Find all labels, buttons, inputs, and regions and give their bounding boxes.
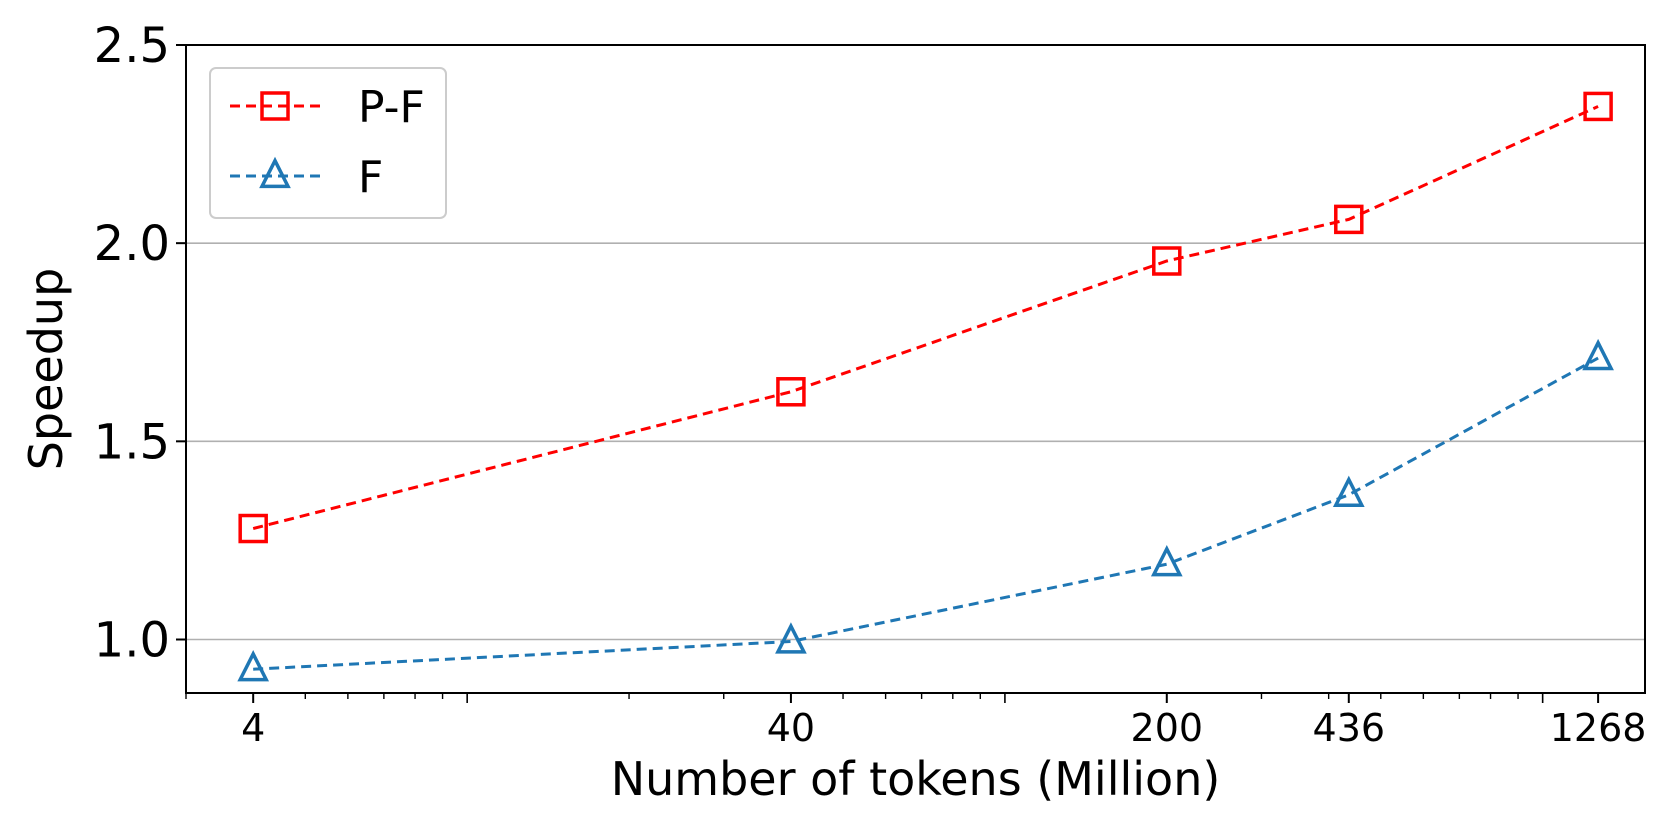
series-layer	[237, 91, 1614, 682]
data-point	[1332, 475, 1365, 507]
legend-label: P-F	[358, 82, 425, 133]
x-tick-label: 436	[1313, 706, 1386, 750]
y-axis-ticks: 1.0 1.5 2.0 2.5	[94, 18, 186, 668]
data-point	[1334, 204, 1364, 235]
series-line	[253, 356, 1599, 671]
y-tick-label: 1.5	[94, 414, 170, 470]
y-tick-label: 1.0	[94, 612, 170, 668]
data-point	[1583, 91, 1613, 122]
x-tick-label: 40	[767, 706, 815, 750]
x-axis-label: Number of tokens (Million)	[611, 752, 1221, 806]
plot-frame	[185, 44, 1646, 694]
legend-label: F	[358, 152, 383, 203]
data-point	[775, 622, 807, 654]
data-point	[1582, 338, 1614, 371]
x-tick-label: 200	[1131, 706, 1204, 750]
series-p-f	[238, 91, 1613, 544]
data-point	[1152, 246, 1182, 276]
x-tick-label: 1268	[1550, 706, 1647, 750]
x-tick-label: 4	[241, 706, 265, 750]
data-point	[776, 377, 806, 407]
legend-entry: F	[230, 152, 383, 203]
x-axis-ticks: 4 40 200 436 1268	[241, 693, 1646, 750]
data-point	[237, 650, 270, 682]
series-f	[237, 338, 1614, 682]
series-line	[252, 105, 1599, 530]
legend: P-F F	[209, 67, 447, 219]
legend-entry: P-F	[230, 82, 425, 133]
y-axis-label: Speedup	[19, 268, 73, 471]
data-point	[238, 513, 268, 544]
x-minor-ticks	[185, 693, 1544, 703]
y-tick-label: 2.5	[94, 18, 170, 74]
legend-marker	[260, 91, 290, 121]
data-point	[1150, 545, 1183, 577]
y-tick-label: 2.0	[94, 216, 170, 272]
legend-entries: P-F F	[230, 82, 425, 203]
legend-marker	[259, 156, 291, 189]
